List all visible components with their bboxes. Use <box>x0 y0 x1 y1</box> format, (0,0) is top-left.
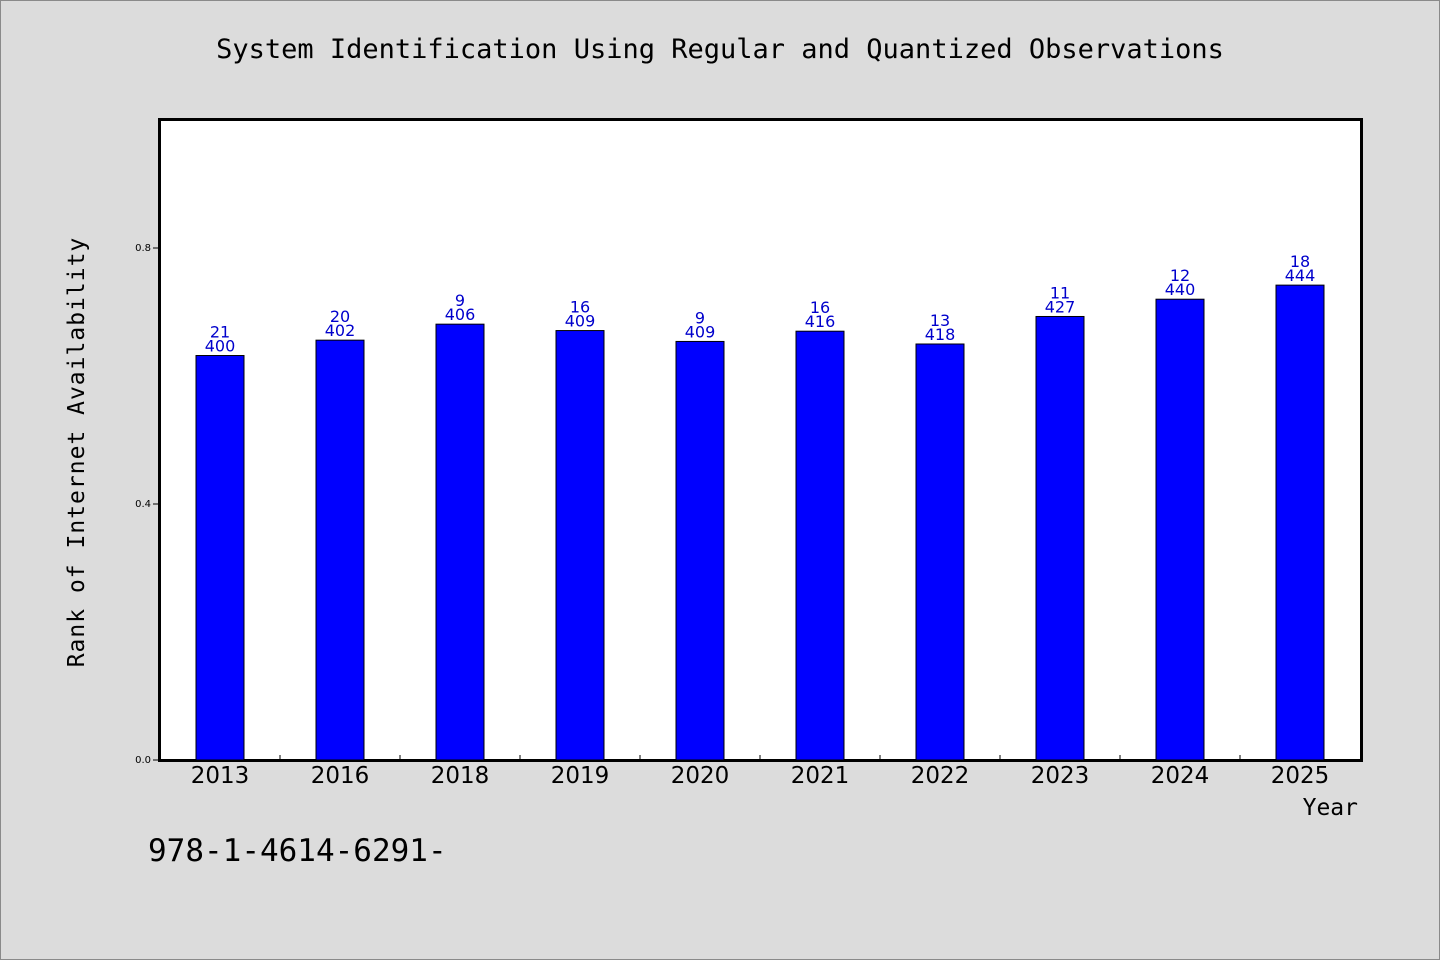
bar-2016 <box>315 339 365 761</box>
bar-label-bottom-2021: 416 <box>805 312 836 331</box>
x-tick-label-2022: 2022 <box>911 763 970 789</box>
x-tick-label-2013: 2013 <box>191 763 250 789</box>
bar-label-bottom-2013: 400 <box>205 337 236 356</box>
x-tick-label-2024: 2024 <box>1151 763 1210 789</box>
bar-2025 <box>1275 284 1325 761</box>
bar-label-top-2018: 9 <box>455 291 465 310</box>
y-tick-label-1: 0.4 <box>135 499 151 510</box>
bar-label-top-2022: 13 <box>930 311 950 330</box>
x-axis-ticks <box>279 755 1241 760</box>
x-tick-label-2018: 2018 <box>431 763 490 789</box>
bar-label-top-2021: 16 <box>810 298 830 317</box>
bars-group <box>195 284 1325 761</box>
bar-label-bottom-2018: 406 <box>445 305 476 324</box>
bar-label-bottom-2022: 418 <box>925 325 956 344</box>
bar-label-bottom-2016: 402 <box>325 321 356 340</box>
x-tick-label-2020: 2020 <box>671 763 730 789</box>
y-axis-ticks: 0.0 0.4 0.8 <box>135 243 160 766</box>
y-tick-label-2: 0.8 <box>135 243 151 254</box>
bar-label-bottom-2025: 444 <box>1285 266 1316 285</box>
bar-2020 <box>675 340 725 761</box>
y-tick-label-0: 0.0 <box>135 755 151 766</box>
chart-title: System Identification Using Regular and … <box>216 34 1224 65</box>
bar-2021 <box>795 330 845 761</box>
x-tick-label-2019: 2019 <box>551 763 610 789</box>
x-axis-label: Year <box>1302 795 1358 821</box>
bar-label-bottom-2019: 409 <box>565 312 596 331</box>
bar-2022 <box>915 343 965 761</box>
bar-label-top-2023: 11 <box>1050 283 1070 302</box>
bar-2019 <box>555 330 605 761</box>
footer-isbn: 978-1-4614-6291- <box>148 833 447 869</box>
labels-group: 2013400212016402202018406920194091620204… <box>191 252 1330 789</box>
x-tick-label-2021: 2021 <box>791 763 850 789</box>
bar-label-top-2016: 20 <box>330 307 350 326</box>
bar-label-top-2019: 16 <box>570 298 590 317</box>
bar-2023 <box>1035 315 1085 761</box>
bar-label-bottom-2023: 427 <box>1045 297 1076 316</box>
bar-2024 <box>1155 298 1205 761</box>
bar-label-bottom-2020: 409 <box>685 322 716 341</box>
bar-label-top-2013: 21 <box>210 323 230 342</box>
bar-label-top-2025: 18 <box>1290 252 1310 271</box>
bar-label-top-2024: 12 <box>1170 266 1190 285</box>
bar-2018 <box>435 323 485 761</box>
bar-label-top-2020: 9 <box>695 308 705 327</box>
bar-label-bottom-2024: 440 <box>1165 280 1196 299</box>
x-tick-label-2016: 2016 <box>311 763 370 789</box>
x-tick-label-2025: 2025 <box>1271 763 1330 789</box>
x-tick-label-2023: 2023 <box>1031 763 1090 789</box>
bar-2013 <box>195 355 245 761</box>
